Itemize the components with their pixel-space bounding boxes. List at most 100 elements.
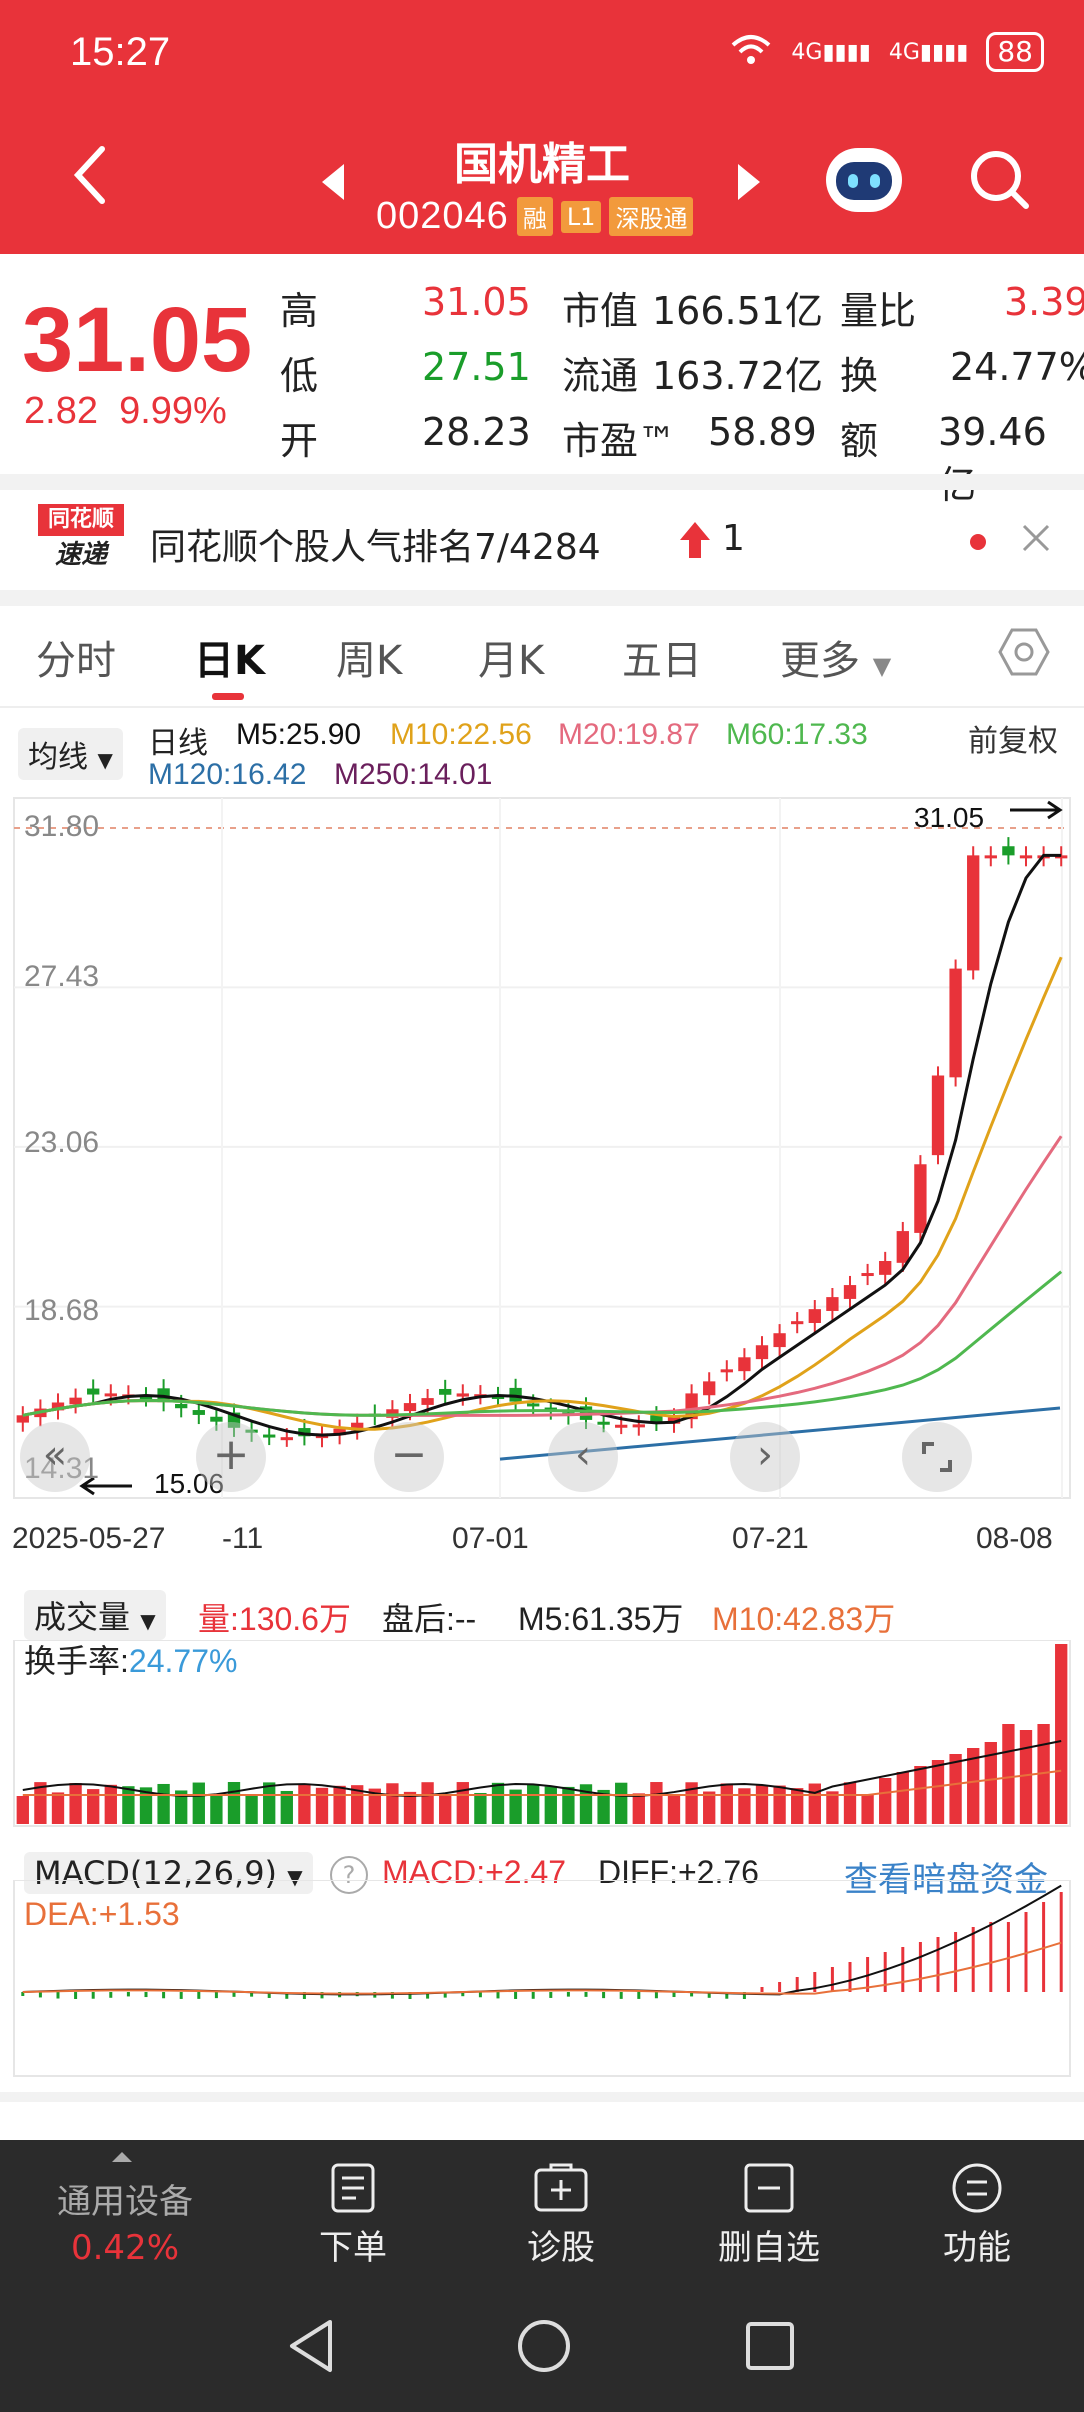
order-label: 下单: [319, 2228, 387, 2268]
candle: [984, 855, 997, 859]
divider: [0, 474, 1084, 490]
next-stock-arrow-icon[interactable]: [738, 164, 760, 200]
close-icon[interactable]: [1020, 522, 1052, 558]
date-start: 2025-05-27: [12, 1522, 166, 1555]
ma5-label: M5:25.90: [236, 718, 362, 751]
volume-bar: [632, 1793, 645, 1824]
search-icon[interactable]: [968, 148, 1032, 212]
float-cap-value: 163.72亿: [652, 354, 823, 398]
nav-recents-icon[interactable]: [744, 2320, 796, 2376]
candle: [16, 1415, 29, 1423]
after-hours: 盘后:--: [382, 1601, 477, 1637]
volume-frame: [13, 1640, 1071, 1827]
zoom-in-icon[interactable]: +: [196, 1422, 266, 1492]
pe-label: 市盈™: [562, 419, 677, 463]
ma20-label: M20:19.87: [558, 718, 700, 751]
turnover-rate: 换手率:24.77%: [24, 1636, 237, 1682]
volume-bar: [1002, 1724, 1015, 1824]
volume-bar: [984, 1742, 997, 1824]
order-button[interactable]: 下单: [248, 2140, 458, 2269]
tab-five-day[interactable]: 五日: [622, 638, 702, 684]
volume-selector-label: 成交量: [34, 1598, 131, 1636]
tag-level: L1: [560, 200, 602, 233]
diff-line: [22, 1884, 1062, 1996]
zoom-out-icon[interactable]: −: [374, 1422, 444, 1492]
active-tab-indicator: [212, 693, 244, 700]
volume-bar: [773, 1785, 786, 1824]
candle: [139, 1396, 153, 1400]
volume-bar: [333, 1785, 346, 1824]
candle: [667, 1417, 681, 1424]
date-2: -11: [222, 1522, 264, 1555]
candle: [791, 1321, 804, 1325]
tab-more[interactable]: 更多 ▼: [780, 628, 891, 686]
scroll-right-icon[interactable]: ›: [730, 1422, 800, 1492]
dea-value: DEA:+1.53: [24, 1896, 180, 1932]
candle: [104, 1393, 117, 1397]
volume-bar: [544, 1786, 557, 1824]
last-price: 31.05: [22, 289, 253, 391]
date-4: 07-21: [732, 1522, 809, 1555]
candle: [280, 1437, 293, 1441]
candle: [650, 1415, 663, 1422]
adjust-mode[interactable]: 前复权: [968, 725, 1058, 758]
ma60-label: M60:17.33: [726, 718, 868, 751]
order-icon: [330, 2162, 376, 2214]
volume-bar: [1055, 1644, 1068, 1824]
nav-home-icon[interactable]: [516, 2318, 572, 2378]
volume-bar: [298, 1783, 311, 1824]
high-marker-arrow: [1010, 800, 1063, 820]
quote-low-value: 27.51: [422, 345, 531, 389]
volume-bar: [157, 1783, 170, 1824]
candle: [1002, 846, 1015, 856]
prev-stock-arrow-icon[interactable]: [322, 164, 344, 200]
macd-selector[interactable]: MACD(12,26,9) ▼: [24, 1852, 313, 1894]
tab-intraday[interactable]: 分时: [36, 638, 116, 684]
functions-button[interactable]: 功能: [872, 2140, 1082, 2269]
news-text: 同花顺个股人气排名7/4284: [150, 527, 601, 568]
tab-weekly-k[interactable]: 周K: [336, 638, 403, 684]
help-icon[interactable]: ?: [330, 1856, 368, 1894]
divider: [0, 2092, 1084, 2102]
candlestick-chart[interactable]: [0, 796, 1084, 1536]
divider: [0, 590, 1084, 606]
volume-bar: [474, 1792, 487, 1824]
volume-bar: [738, 1788, 751, 1824]
sector-name[interactable]: 通用设备: [57, 2182, 193, 2222]
volume-bar: [703, 1791, 716, 1824]
price-change: 2.82 9.99%: [24, 390, 227, 433]
assistant-robot-icon[interactable]: [826, 148, 902, 212]
period-label: 日线: [148, 727, 208, 760]
news-banner[interactable]: 同花顺 速递 同花顺个股人气排名7/4284 1: [0, 490, 1084, 590]
volume-bar: [69, 1783, 82, 1824]
volume-bar: [368, 1788, 381, 1824]
volume-bar: [421, 1782, 434, 1824]
volume-bar: [791, 1788, 804, 1824]
diagnose-button[interactable]: 诊股: [456, 2140, 666, 2269]
y-tick-2: 27.43: [24, 960, 100, 993]
nav-back-icon[interactable]: [286, 2318, 336, 2378]
wifi-icon: [729, 33, 773, 71]
turnover-label: 换: [840, 354, 879, 398]
settings-hexagon-icon[interactable]: [998, 626, 1050, 682]
tab-monthly-k[interactable]: 月K: [478, 638, 545, 684]
battery-icon: 88: [986, 32, 1044, 72]
fullscreen-icon[interactable]: [902, 1422, 972, 1492]
candle: [755, 1345, 769, 1360]
remove-watchlist-button[interactable]: 删自选: [664, 2140, 874, 2269]
scroll-left-icon[interactable]: ‹: [548, 1422, 618, 1492]
ma-selector[interactable]: 均线 ▼: [18, 728, 123, 780]
volume-bar: [879, 1778, 892, 1824]
back-button[interactable]: [70, 145, 110, 205]
candle: [720, 1369, 733, 1373]
collapse-up-icon[interactable]: [112, 2152, 132, 2162]
amount-label: 额: [840, 419, 879, 463]
tab-daily-k[interactable]: 日K: [194, 638, 265, 684]
chevron-down-icon: ▼: [97, 748, 113, 772]
volume-m5: M5:61.35万: [518, 1601, 684, 1637]
volume-bar: [122, 1786, 135, 1824]
volume-selector[interactable]: 成交量 ▼: [24, 1590, 166, 1640]
scroll-left-fast-icon[interactable]: «: [20, 1422, 90, 1492]
ma-line: [22, 853, 1062, 1437]
volume-bar: [386, 1783, 399, 1824]
